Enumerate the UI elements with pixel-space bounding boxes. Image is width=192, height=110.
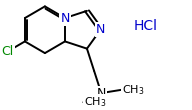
Text: N: N <box>96 23 105 36</box>
Text: Cl: Cl <box>2 45 14 58</box>
Text: CH$_3$: CH$_3$ <box>84 95 107 109</box>
Text: HCl: HCl <box>134 19 158 33</box>
Text: N: N <box>97 87 106 100</box>
Text: CH$_3$: CH$_3$ <box>122 83 144 97</box>
Text: N: N <box>60 12 70 25</box>
